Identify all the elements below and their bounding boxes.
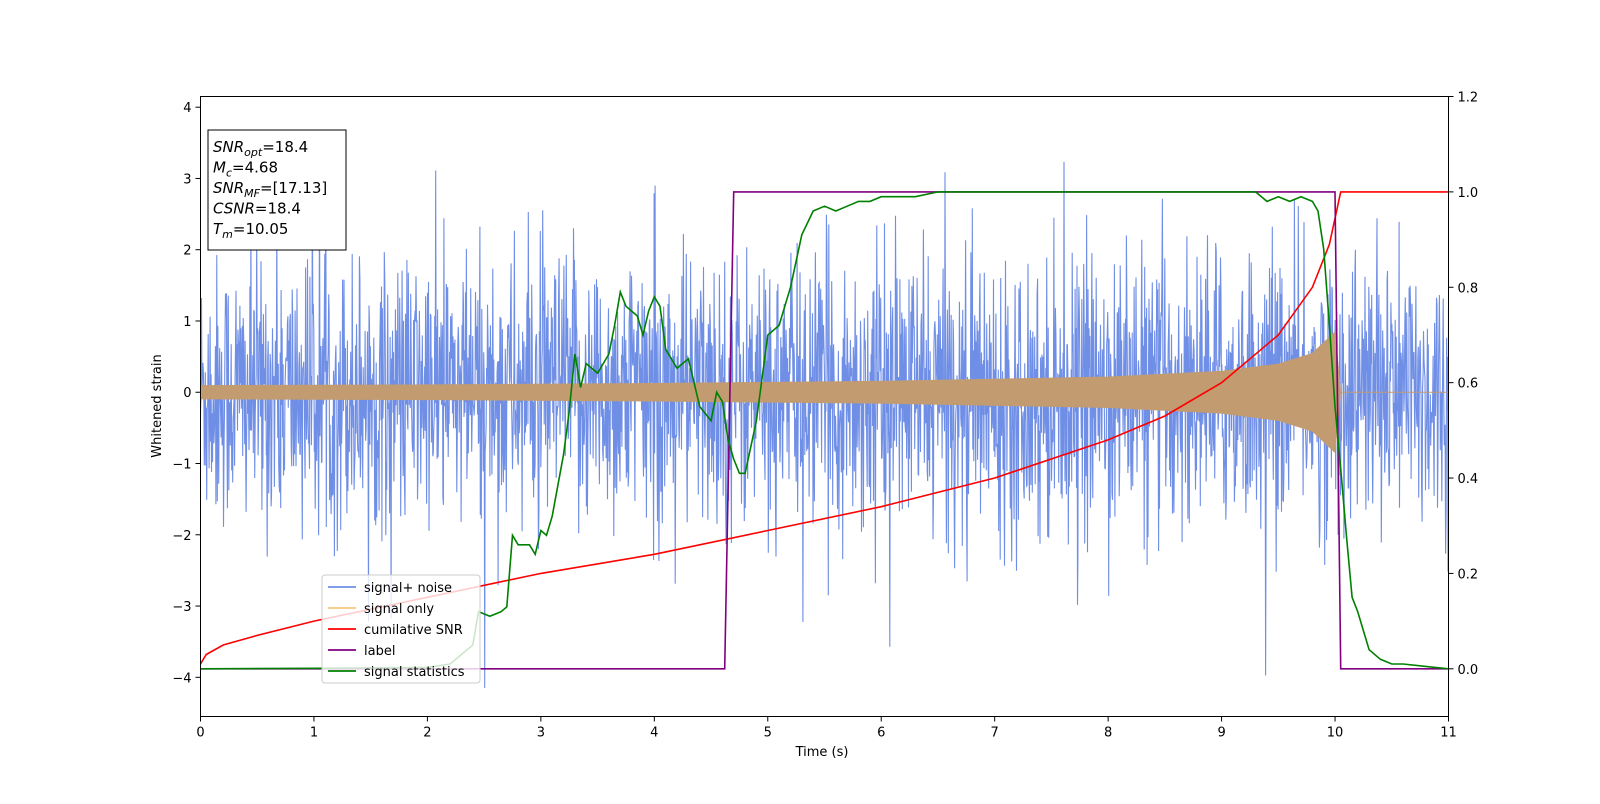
- legend-label: cumilative SNR: [364, 623, 463, 638]
- annotation-line: Tm=10.05: [213, 220, 288, 241]
- y2-tick-label: 0.6: [1458, 377, 1479, 392]
- y2-tick-label: 0.4: [1458, 472, 1479, 487]
- y-tick-label: −2: [172, 529, 191, 544]
- y2-tick-label: 1.2: [1458, 91, 1479, 106]
- y-tick-label: 4: [183, 101, 191, 116]
- series-signal-statistics: [200, 191, 1449, 670]
- legend-label: signal+ noise: [364, 581, 452, 596]
- legend-label: signal statistics: [364, 665, 465, 680]
- x-tick-label: 7: [991, 726, 999, 741]
- x-tick-label: 10: [1327, 726, 1344, 741]
- annotation-frame: [207, 129, 347, 251]
- legend-label: label: [364, 644, 395, 659]
- x-tick-label: 3: [537, 726, 545, 741]
- plot-frame: [200, 96, 1449, 717]
- y-axis-label: Whitened strain: [150, 354, 165, 457]
- x-tick-label: 8: [1104, 726, 1112, 741]
- y-tick-label: 0: [183, 386, 191, 401]
- axes-layer: 0 1 2 3 4 5 6 7 8 9 10 11 −4 −3 −2 −1 0 1 2 3 4 0.0 0.2 0.4 0.6 0…: [172, 91, 1478, 741]
- y-tick-label: −1: [172, 458, 191, 473]
- x-tick-label: 1: [310, 726, 318, 741]
- annotation-line: Mc=4.68: [213, 159, 278, 180]
- series-cumulative-snr: [200, 191, 1449, 665]
- annotation-line: CSNR=18.4: [213, 200, 301, 218]
- y-tick-label: 2: [183, 244, 191, 259]
- legend-label: signal only: [364, 602, 434, 617]
- y-tick-label: 3: [183, 172, 191, 187]
- series-signal-only: [200, 331, 1449, 453]
- annotation-line: SNRMF=[17.13]: [213, 179, 327, 200]
- x-tick-label: 11: [1440, 726, 1457, 741]
- x-axis-label: Time (s): [795, 745, 849, 760]
- x-tick-label: 6: [877, 726, 885, 741]
- y2-tick-label: 0.2: [1458, 567, 1479, 582]
- x-tick-label: 2: [423, 726, 431, 741]
- y2-tick-label: 0.8: [1458, 281, 1479, 296]
- legend: signal+ noise signal only cumilative SNR la…: [321, 574, 481, 684]
- y-tick-label: −3: [172, 600, 191, 615]
- legend-frame: [321, 574, 481, 684]
- y2-tick-label: 0.0: [1458, 663, 1479, 678]
- x-tick-label: 0: [196, 726, 204, 741]
- x-tick-label: 5: [764, 726, 772, 741]
- data-layer: [200, 146, 1449, 689]
- y-tick-label: −4: [172, 671, 191, 686]
- x-tick-label: 4: [650, 726, 658, 741]
- y-tick-label: 1: [183, 315, 191, 330]
- y2-tick-label: 1.0: [1458, 186, 1479, 201]
- x-tick-label: 9: [1217, 726, 1225, 741]
- annotation-line: SNRopt=18.4: [213, 138, 308, 159]
- stats-annotation-box: SNRopt=18.4Mc=4.68SNRMF=[17.13]CSNR=18.4…: [207, 129, 347, 251]
